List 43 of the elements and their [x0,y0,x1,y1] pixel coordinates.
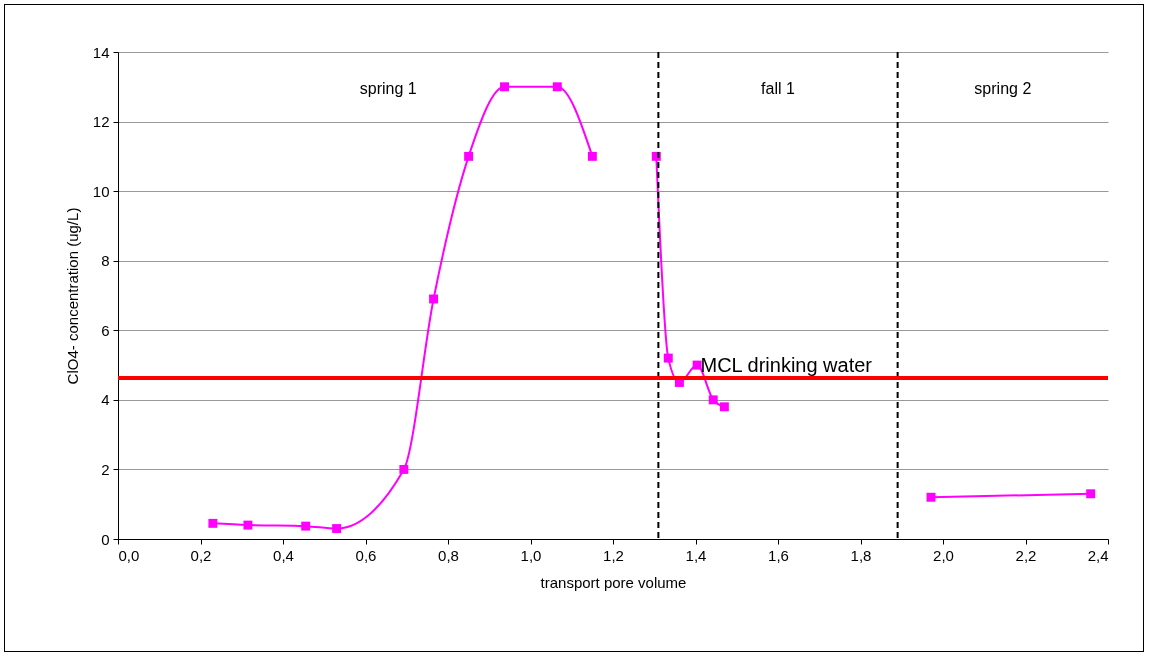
x-tick-label: 1,4 [685,546,707,564]
annotation: fall 1 [761,80,795,97]
point [1086,489,1096,499]
y-tick-label: 10 [92,182,110,200]
x-tick-label: 2,0 [933,546,954,564]
point [464,151,474,161]
x-tick-label: 0,2 [190,546,212,564]
point [719,402,729,412]
x-tick-label: 1,8 [850,546,872,564]
x-tick-label: 2,2 [1015,546,1037,564]
y-tick-label: 6 [101,321,110,339]
y-tick-label: 4 [101,391,110,409]
point [332,524,342,534]
point [663,353,673,363]
x-axis-title: transport pore volume [540,573,687,591]
point [500,82,509,92]
point [429,294,439,304]
annotation: spring 2 [974,80,1032,97]
x-tick-label: 0,4 [273,546,294,564]
x-tick-label: 0,8 [438,546,459,564]
y-axis-title: ClO4- concentration (ug/L) [63,207,81,385]
x-tick-label: 0,0 [118,546,140,564]
point [243,520,253,530]
y-tick-label: 14 [92,43,110,61]
point [301,521,311,531]
x-tick-label: 2,4 [1087,546,1109,564]
y-tick-label: 8 [101,252,110,270]
annotation: spring 1 [359,80,417,97]
point [708,395,718,405]
y-tick-label: 2 [101,460,110,478]
point [587,151,597,161]
point [692,360,702,370]
x-tick-label: 1,2 [603,546,624,564]
point [926,492,936,502]
point [208,518,218,528]
x-tick-label: 1,0 [520,546,542,564]
y-tick-label: 12 [92,113,110,131]
ref-line-label: MCL drinking water [700,353,873,376]
x-tick-label: 1,6 [768,546,789,564]
x-tick-label: 0,6 [355,546,377,564]
y-tick-label: 0 [101,530,110,548]
point [399,464,409,474]
point [552,82,562,92]
